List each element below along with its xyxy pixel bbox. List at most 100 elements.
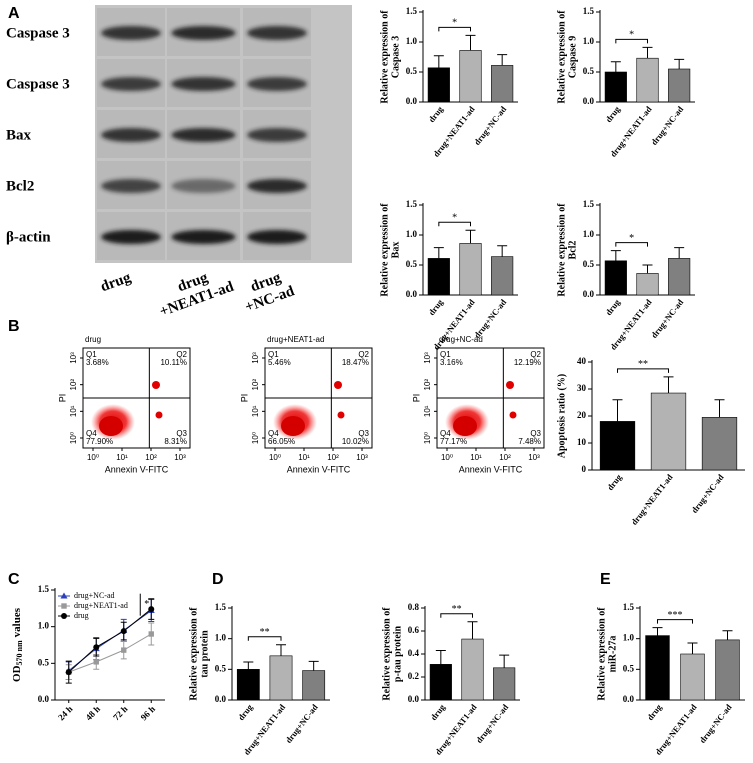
legend-label: drug+NEAT1-ad bbox=[74, 601, 128, 610]
panel-label: C bbox=[8, 571, 20, 588]
blot-band bbox=[171, 128, 236, 142]
marker bbox=[148, 606, 155, 613]
error-bar bbox=[308, 660, 319, 671]
bar bbox=[302, 670, 326, 701]
bar bbox=[680, 653, 705, 701]
y-tick-label: 1.0 bbox=[406, 229, 418, 239]
y-tick-label: 0.5 bbox=[406, 259, 418, 269]
error-bar bbox=[722, 630, 733, 640]
x-tick-label: 10³ bbox=[174, 453, 186, 462]
blot-band bbox=[247, 26, 307, 40]
error-bar bbox=[663, 376, 674, 394]
flow-cluster bbox=[337, 411, 345, 419]
y-tick-label: 1.0 bbox=[583, 229, 595, 239]
quadrant-name: Q3 bbox=[358, 429, 369, 438]
blot-row-label: Bcl2 bbox=[6, 178, 34, 194]
quadrant-percent: 10.02% bbox=[342, 437, 369, 446]
blot-band bbox=[101, 77, 161, 91]
y-tick-label: 10³ bbox=[69, 352, 78, 364]
flow-cloud bbox=[99, 416, 123, 436]
bar bbox=[459, 243, 482, 296]
bar bbox=[429, 664, 452, 701]
quadrant-name: Q2 bbox=[358, 350, 369, 359]
significance-bracket bbox=[438, 221, 471, 227]
legend-label: drug+NC-ad bbox=[74, 591, 115, 600]
y-axis-label: PI bbox=[239, 394, 249, 403]
blot-band bbox=[247, 128, 307, 142]
x-tick-label: 10³ bbox=[356, 453, 368, 462]
y-tick-label: 10¹ bbox=[69, 405, 78, 417]
marker bbox=[120, 628, 127, 635]
x-tick-label: 10² bbox=[499, 453, 511, 462]
quadrant-name: Q1 bbox=[440, 350, 451, 359]
quadrant-percent: 5.46% bbox=[268, 358, 291, 367]
y-tick-label: 10⁰ bbox=[251, 432, 260, 444]
x-tick-label: 10² bbox=[327, 453, 339, 462]
x-tick-label: drug+NC-ad bbox=[689, 472, 726, 515]
bar bbox=[604, 260, 627, 296]
x-tick-label: drug+NC-ad bbox=[283, 702, 320, 745]
y-tick-label: 1.5 bbox=[38, 584, 50, 594]
line bbox=[68, 633, 152, 673]
y-tick-label: 0.0 bbox=[38, 694, 50, 704]
y-axis-label: Relative expression of bbox=[556, 203, 567, 297]
x-tick-label: 72 h bbox=[111, 704, 130, 723]
y-tick-label: 0.8 bbox=[408, 602, 420, 612]
y-tick-label: 0.0 bbox=[408, 694, 420, 704]
y-tick-label: 0.4 bbox=[408, 648, 420, 658]
x-tick-label: 10⁰ bbox=[269, 453, 281, 462]
y-tick-label: 10³ bbox=[423, 352, 432, 364]
y-axis-label: PI bbox=[411, 394, 421, 403]
flow-cluster bbox=[155, 411, 163, 419]
y-tick-label: 0.0 bbox=[583, 96, 595, 106]
significance-bracket bbox=[438, 26, 471, 32]
bar bbox=[491, 65, 514, 103]
panel-label: E bbox=[600, 571, 611, 588]
x-tick-label: drug+NC-ad bbox=[474, 702, 511, 745]
x-tick-label: drug+NC-ad bbox=[472, 297, 509, 340]
y-axis-label-part: values bbox=[11, 607, 23, 637]
blot-row-label: Bax bbox=[6, 127, 32, 143]
panel-label: A bbox=[8, 5, 20, 22]
flow-cluster bbox=[334, 381, 342, 389]
quadrant-name: Q3 bbox=[530, 429, 541, 438]
x-axis-label: Annexin V-FITC bbox=[287, 464, 351, 474]
y-tick-label: 1.0 bbox=[215, 633, 227, 643]
y-tick-label: 40 bbox=[577, 356, 587, 366]
blot-lane-label: drug bbox=[99, 270, 134, 296]
y-tick-label: 10⁰ bbox=[69, 432, 78, 444]
blot-band bbox=[247, 230, 307, 244]
x-tick-label: 96 h bbox=[139, 704, 158, 723]
error-bar bbox=[499, 654, 510, 668]
bar bbox=[701, 417, 738, 471]
y-tick-label: 10² bbox=[423, 379, 432, 391]
y-axis-label: OD570 nm values bbox=[11, 607, 24, 682]
quadrant-percent: 66.05% bbox=[268, 437, 295, 446]
significance-label: * bbox=[629, 233, 634, 244]
y-axis-label: Relative expression of bbox=[188, 607, 199, 701]
x-tick-label: 24 h bbox=[56, 704, 75, 723]
y-tick-label: 1.0 bbox=[406, 36, 418, 46]
error-bar bbox=[243, 661, 254, 670]
y-tick-label: 1.5 bbox=[406, 199, 418, 209]
significance-label: *** bbox=[668, 610, 683, 621]
x-tick-label: drug+NEAT1-ad bbox=[629, 472, 675, 527]
error-bar bbox=[433, 55, 444, 68]
x-axis-label: Annexin V-FITC bbox=[105, 464, 169, 474]
x-tick-label: 10¹ bbox=[470, 453, 482, 462]
error-bar bbox=[612, 399, 623, 422]
x-tick-label: 10¹ bbox=[116, 453, 128, 462]
bar bbox=[427, 258, 450, 296]
quadrant-name: Q2 bbox=[176, 350, 187, 359]
error-bar bbox=[610, 250, 621, 261]
y-tick-label: 1.0 bbox=[623, 633, 635, 643]
y-axis-label: p-tau protein bbox=[392, 625, 403, 682]
y-tick-label: 0.5 bbox=[406, 66, 418, 76]
bar bbox=[236, 669, 260, 701]
y-tick-label: 0 bbox=[582, 464, 587, 474]
y-tick-label: 1.0 bbox=[583, 36, 595, 46]
x-tick-label: 10² bbox=[145, 453, 157, 462]
line bbox=[68, 608, 152, 673]
